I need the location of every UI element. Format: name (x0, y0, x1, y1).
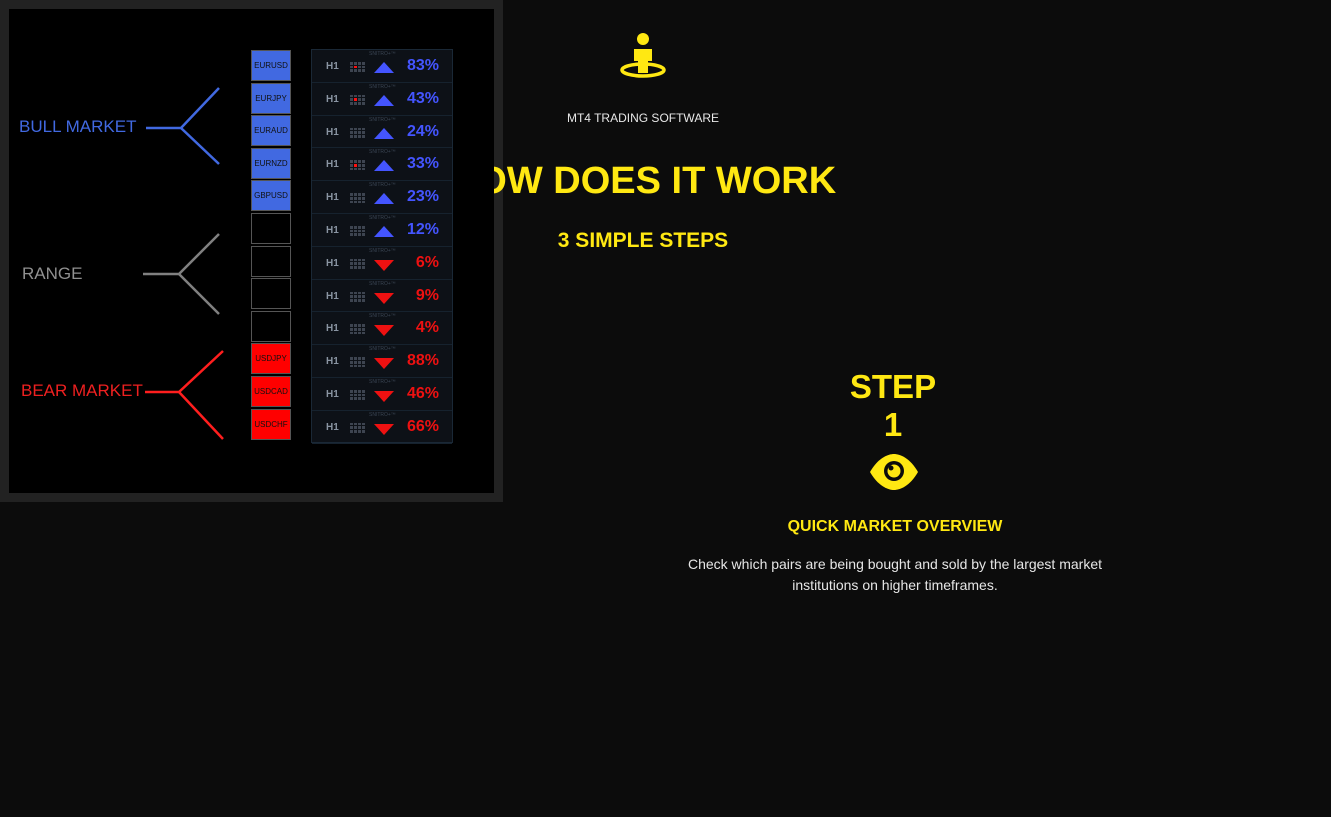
signal-row: SNITRO+™ H1 83% (312, 50, 452, 83)
signal-panel: SNITRO+™ H1 83% SNITRO+™ H1 43% SNITRO+™ H1 24% S… (311, 49, 453, 444)
signal-row: SNITRO+™ H1 33% (312, 148, 452, 182)
signal-row: SNITRO+™ H1 24% (312, 116, 452, 149)
percent-value: 88% (406, 352, 439, 370)
bull-market-label: BULL MARKET (19, 117, 137, 136)
brand-label: SNITRO+™ (369, 280, 396, 287)
pair-box: USDJPY (251, 343, 291, 375)
grid-icon (350, 291, 365, 302)
grid-icon (350, 62, 365, 72)
feature-description: Check which pairs are being bought and s… (687, 556, 1102, 593)
pair-box (251, 245, 291, 277)
percent-value: 24% (406, 122, 439, 140)
percent-value: 6% (415, 253, 439, 271)
pair-box: EURUSD (251, 50, 291, 81)
grid-icon (350, 390, 365, 400)
arrow-up-icon (374, 62, 394, 73)
grid-icon (350, 422, 365, 433)
timeframe-label: H1 (326, 126, 339, 138)
signal-row: SNITRO+™ H1 9% (312, 280, 452, 313)
percent-value: 66% (406, 417, 439, 435)
percent-value: 33% (406, 155, 439, 173)
arrow-down-icon (374, 358, 394, 370)
pair-box: USDCHF (251, 408, 291, 440)
percent-value: 46% (406, 385, 439, 402)
brand-label: SNITRO+™ (369, 379, 396, 385)
signal-row: SNITRO+™ H1 23% (312, 181, 452, 214)
brand-label: SNITRO+™ (369, 149, 396, 156)
timeframe-label: H1 (326, 356, 339, 368)
timeframe-label: H1 (326, 225, 339, 236)
grid-icon (350, 127, 365, 138)
grid-icon (350, 258, 365, 269)
grid-icon (350, 193, 365, 204)
eye-icon (870, 454, 918, 490)
signal-row: SNITRO+™ H1 88% (312, 345, 452, 378)
arrow-up-icon (374, 94, 394, 106)
timeframe-label: H1 (326, 159, 339, 171)
timeframe-label: H1 (326, 323, 339, 335)
brand-label: SNITRO+™ (369, 247, 396, 254)
brand-label: SNITRO+™ (369, 411, 396, 418)
kicker-text: MT4 TRADING SOFTWARE (566, 111, 719, 125)
grid-icon (350, 357, 365, 368)
page-subtitle: 3 SIMPLE STEPS (557, 229, 729, 252)
diagram-image: BULL MARKET RANGE BEAR MARKET EURUSD EURJ… (0, 0, 503, 502)
brand-label: SNITRO+™ (369, 116, 396, 123)
grid-icon (350, 324, 365, 335)
brand-label: SNITRO+™ (369, 182, 396, 189)
timeframe-label: H1 (326, 192, 339, 204)
signal-row: SNITRO+™ H1 12% (312, 214, 452, 247)
range-label: RANGE (22, 264, 83, 283)
signal-row: SNITRO+™ H1 6% (312, 247, 452, 280)
percent-value: 12% (406, 221, 439, 238)
feature-title: QUICK MARKET OVERVIEW (787, 518, 1003, 535)
grid-icon (350, 94, 365, 105)
branch-lines (143, 87, 224, 440)
signal-row: SNITRO+™ H1 66% (312, 411, 452, 444)
pair-box: EURNZD (251, 147, 291, 179)
timeframe-label: H1 (326, 257, 339, 269)
grid-icon (350, 160, 365, 171)
arrow-down-icon (374, 292, 394, 304)
arrow-down-icon (374, 423, 394, 435)
brand-label: SNITRO+™ (369, 51, 396, 57)
bear-market-label: BEAR MARKET (21, 381, 143, 400)
timeframe-label: H1 (326, 93, 339, 105)
arrow-up-icon (374, 226, 394, 237)
pair-box (251, 278, 291, 310)
pair-box: EURAUD (251, 115, 291, 147)
brand-label: SNITRO+™ (369, 83, 396, 90)
percent-value: 9% (415, 286, 439, 304)
timeframe-label: H1 (326, 290, 339, 302)
pair-box (251, 310, 291, 342)
brand-label: SNITRO+™ (369, 215, 396, 221)
signal-row: SNITRO+™ H1 4% (312, 312, 452, 346)
timeframe-label: H1 (326, 421, 339, 433)
arrow-down-icon (374, 325, 394, 337)
arrow-up-icon (374, 193, 394, 205)
pair-box: EURJPY (251, 82, 291, 114)
percent-value: 43% (406, 89, 439, 107)
step-label: STEP 1 (849, 368, 937, 443)
arrow-down-icon (374, 391, 394, 402)
signal-row: SNITRO+™ H1 43% (312, 83, 452, 116)
pair-box (251, 213, 291, 244)
arrow-up-icon (374, 160, 394, 172)
percent-value: 83% (406, 57, 439, 74)
brand-label: SNITRO+™ (369, 313, 396, 320)
pair-box: USDCAD (251, 376, 291, 407)
signal-row: SNITRO+™ H1 46% (312, 378, 452, 411)
person-location-icon (620, 33, 666, 78)
percent-value: 23% (406, 188, 439, 206)
timeframe-label: H1 (326, 61, 339, 72)
brand-label: SNITRO+™ (369, 346, 396, 353)
pair-box: GBPUSD (251, 180, 291, 212)
grid-icon (350, 226, 365, 236)
arrow-down-icon (374, 259, 394, 271)
page-title: HOW DOES IT WORK (449, 160, 837, 202)
timeframe-label: H1 (326, 389, 339, 400)
percent-value: 4% (415, 319, 439, 337)
arrow-up-icon (374, 127, 394, 139)
